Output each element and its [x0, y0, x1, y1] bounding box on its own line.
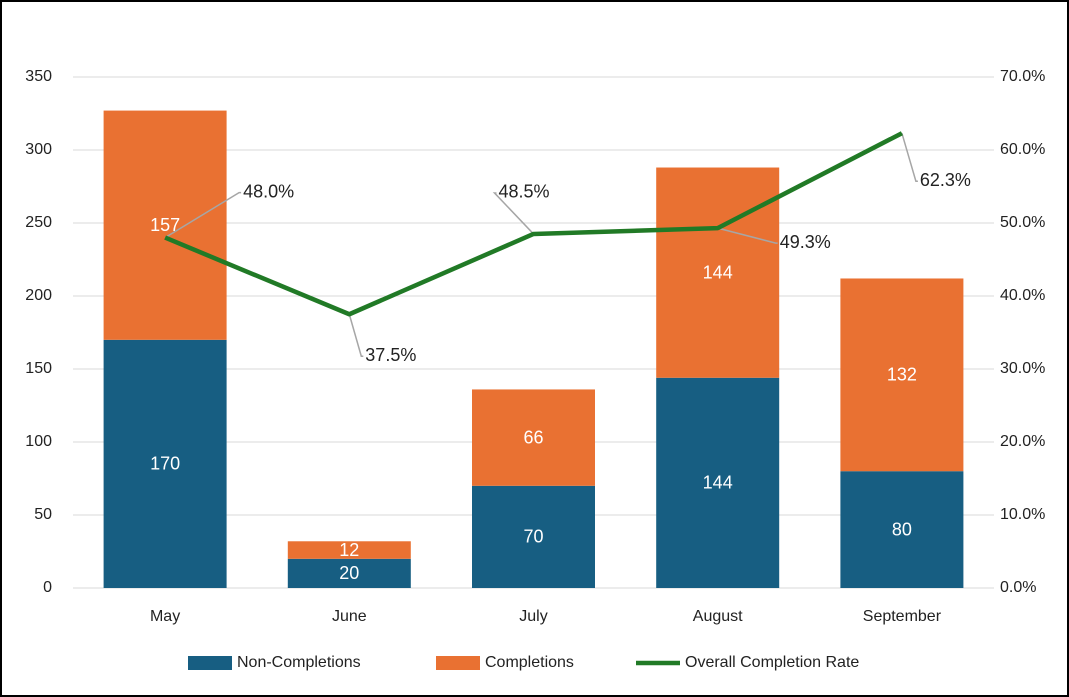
bar-label: 66: [523, 427, 543, 447]
leader-line: [164, 191, 242, 239]
legend-swatch: [188, 656, 232, 670]
leader-line: [717, 227, 778, 244]
bar-label: 20: [339, 563, 359, 583]
y2-tick-label: 30.0%: [1000, 360, 1045, 377]
x-tick-label: August: [693, 608, 743, 625]
y2-tick-label: 60.0%: [1000, 141, 1045, 158]
y-tick-label: 100: [25, 433, 52, 450]
bar-label: 70: [523, 527, 543, 547]
point-label: 37.5%: [365, 345, 416, 365]
bar-label: 144: [703, 473, 733, 493]
bar-segment: [656, 377, 780, 588]
bar-segment: [103, 339, 227, 588]
y-tick-label: 150: [25, 360, 52, 377]
y2-tick-label: 0.0%: [1000, 579, 1036, 596]
bar-segment: [656, 167, 780, 378]
bar-segment: [840, 278, 964, 472]
y2-tick-label: 50.0%: [1000, 214, 1045, 231]
bar-segment: [103, 110, 227, 340]
point-label: 48.5%: [499, 182, 550, 202]
bar-segment: [287, 541, 411, 559]
y2-tick-label: 70.0%: [1000, 68, 1045, 85]
x-tick-label: July: [519, 608, 547, 625]
leader-line: [348, 314, 364, 357]
bar-label: 144: [703, 262, 733, 282]
bar-label: 80: [892, 519, 912, 539]
legend-swatch: [436, 656, 480, 670]
legend-label: Completions: [485, 654, 574, 671]
y-tick-label: 300: [25, 141, 52, 158]
x-tick-label: September: [863, 608, 942, 625]
point-label: 49.3%: [780, 232, 831, 252]
y2-tick-label: 20.0%: [1000, 433, 1045, 450]
point-label: 62.3%: [920, 170, 971, 190]
bar-label: 157: [150, 215, 180, 235]
line-series: [164, 131, 903, 317]
y2-tick-label: 10.0%: [1000, 506, 1045, 523]
x-tick-label: June: [332, 608, 367, 625]
bar-segment: [287, 558, 411, 588]
y-tick-label: 200: [25, 287, 52, 304]
x-tick-label: May: [150, 608, 180, 625]
bar-label: 170: [150, 454, 180, 474]
y-tick-label: 350: [25, 68, 52, 85]
legend-label: Overall Completion Rate: [685, 654, 859, 671]
point-label: 48.0%: [243, 181, 294, 201]
y-tick-label: 250: [25, 214, 52, 231]
y-tick-label: 0: [43, 579, 52, 596]
leader-line: [492, 192, 535, 235]
y-tick-label: 50: [34, 506, 52, 523]
legend-label: Non-Completions: [237, 654, 361, 671]
bar-segment: [472, 485, 595, 588]
bar-segment: [472, 389, 595, 486]
bar-label: 132: [887, 365, 917, 385]
y2-tick-label: 40.0%: [1000, 287, 1045, 304]
leader-line: [901, 133, 918, 182]
bar-segment: [840, 471, 964, 588]
bar-label: 12: [339, 540, 359, 560]
